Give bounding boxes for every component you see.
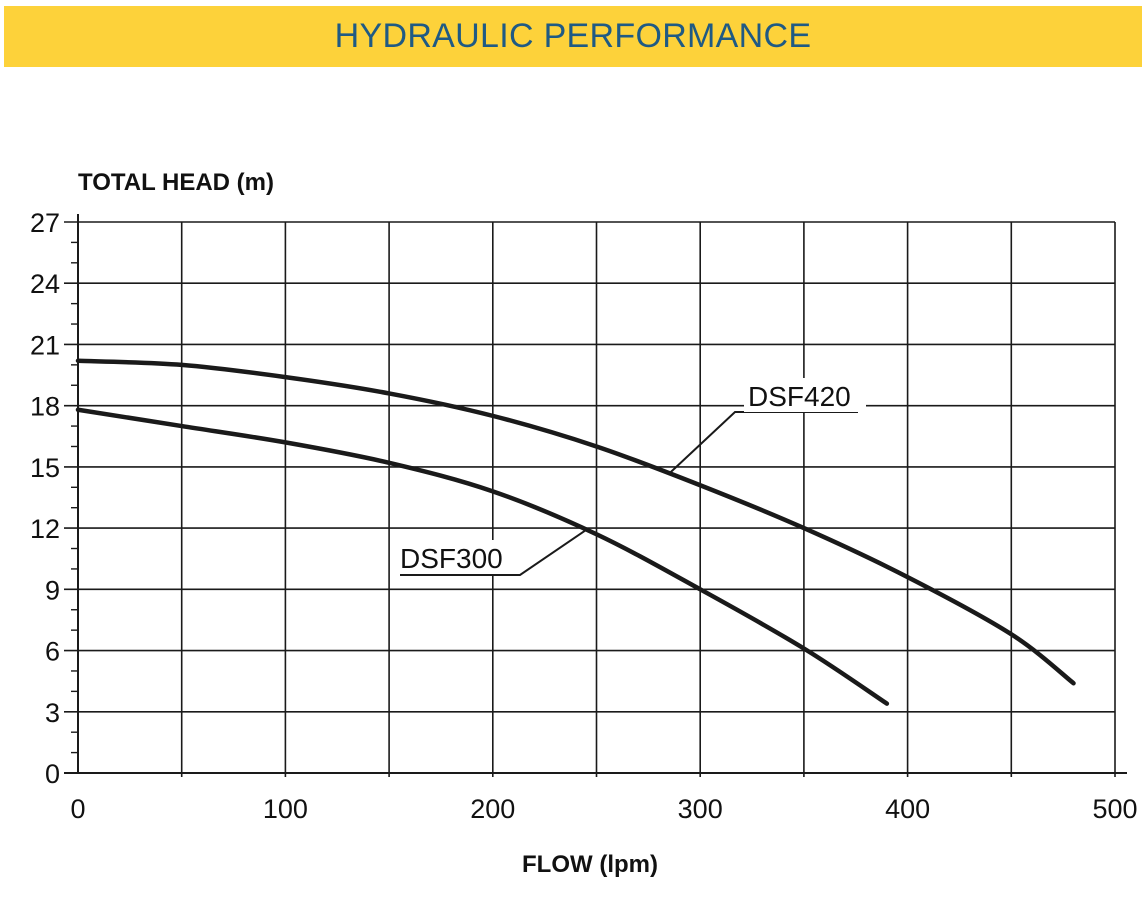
y-tick-label: 15 [30, 453, 60, 483]
y-tick-label: 18 [30, 392, 60, 422]
series-label-dsf300: DSF300 [400, 543, 503, 574]
tick-labels: 0 3 6 9 12 15 18 21 24 27 0 100 200 300 400 500 [30, 208, 1138, 824]
page-title: HYDRAULIC PERFORMANCE [334, 17, 812, 55]
y-tick-label: 12 [30, 514, 60, 544]
x-tick-label: 100 [263, 794, 308, 824]
y-tick-label: 6 [45, 637, 60, 667]
y-tick-label: 9 [45, 575, 60, 605]
label-background [744, 378, 866, 412]
header-banner: HYDRAULIC PERFORMANCE [4, 6, 1142, 67]
y-tick-label: 27 [30, 208, 60, 238]
leader-line-dsf300 [400, 529, 587, 576]
x-tick-label: 300 [678, 794, 723, 824]
series: DSF420 DSF300 [75, 358, 1076, 706]
y-tick-label: 21 [30, 330, 60, 360]
leader-line-dsf420 [668, 411, 858, 475]
x-tick-label: 500 [1092, 794, 1137, 824]
y-tick-label: 0 [45, 759, 60, 789]
y-tick-label: 3 [45, 698, 60, 728]
series-line-dsf420 [75, 358, 1076, 686]
x-axis-title: FLOW (lpm) [522, 851, 658, 878]
label-background [396, 540, 518, 574]
series-label-dsf420: DSF420 [748, 381, 851, 412]
series-line-dsf300 [75, 407, 890, 706]
y-tick-label: 24 [30, 269, 60, 299]
x-tick-label: 200 [470, 794, 515, 824]
y-axis-title: TOTAL HEAD (m) [78, 169, 274, 196]
axes [64, 214, 1127, 774]
grid [64, 221, 1116, 777]
x-tick-label: 400 [885, 794, 930, 824]
x-tick-label: 0 [70, 794, 85, 824]
